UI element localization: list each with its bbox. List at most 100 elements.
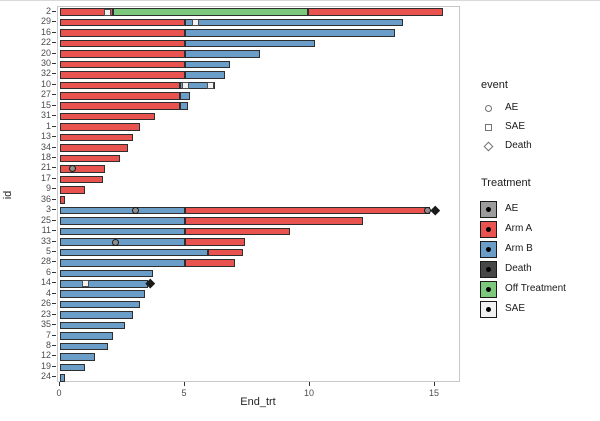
y-tick-mark: [52, 156, 56, 158]
y-tick-mark: [52, 198, 56, 200]
y-tick-mark: [52, 188, 56, 190]
bar-segment-arm-b: [60, 321, 125, 330]
y-tick-label: 26: [40, 298, 51, 309]
sae-marker-icon: [104, 8, 111, 16]
bar-segment-arm-a: [185, 217, 363, 225]
ae-marker-icon: [111, 238, 119, 246]
treatment-legend-label: Arm B: [505, 243, 533, 254]
bar-segment-arm-a: [60, 186, 85, 194]
y-tick-label: 34: [40, 141, 51, 152]
bar-segment-arm-a: [60, 102, 180, 110]
y-tick-mark: [52, 271, 56, 273]
bar-segment-arm-b: [185, 29, 395, 37]
y-tick-label: 24: [40, 371, 51, 382]
y-tick-label: 25: [40, 214, 51, 225]
bar-segment-arm-b: [60, 248, 208, 257]
y-tick-mark: [52, 313, 56, 315]
plot-panel: [57, 6, 460, 382]
bar-segment-arm-a: [60, 154, 120, 163]
sae-marker-icon: [181, 81, 189, 89]
bar-segment-arm-a: [185, 238, 245, 246]
y-tick-label: 6: [45, 266, 51, 277]
y-tick-mark: [52, 240, 56, 242]
y-tick-label: 16: [40, 26, 51, 37]
bar-segment-arm-b: [60, 363, 85, 372]
y-tick-label: 1: [45, 120, 51, 131]
y-tick-mark: [52, 303, 56, 305]
y-tick-label: 36: [40, 193, 51, 204]
y-tick-mark: [52, 83, 56, 85]
bar-segment-off-treatment: [112, 8, 308, 16]
legend-dot-icon: [486, 306, 491, 312]
y-tick-label: 5: [45, 245, 51, 256]
legend-dot-icon: [486, 246, 491, 252]
y-tick-mark: [52, 282, 56, 284]
treatment-legend-label: Arm A: [505, 223, 533, 234]
y-tick-mark: [52, 261, 56, 263]
bar-segment-arm-b: [185, 60, 230, 69]
bar-segment-arm-a: [60, 18, 185, 27]
bar-segment-arm-b: [185, 71, 225, 79]
x-tick-mark: [184, 382, 185, 386]
ae-marker-icon: [69, 165, 76, 173]
y-tick-label: 31: [40, 110, 51, 121]
treatment-legend-label: AE: [505, 203, 519, 214]
bar-segment-arm-a: [60, 81, 180, 90]
y-tick-mark: [52, 344, 56, 346]
y-tick-label: 29: [40, 16, 51, 27]
event-legend-title: event: [481, 79, 508, 91]
y-tick-label: 32: [40, 68, 51, 79]
bar-segment-arm-b: [60, 206, 185, 215]
bar-segment-arm-a: [60, 165, 105, 173]
y-tick-mark: [52, 10, 56, 12]
y-axis-title: id: [2, 190, 14, 200]
y-tick-label: 17: [40, 172, 51, 183]
bar-segment-arm-b: [60, 342, 108, 351]
y-tick-mark: [52, 125, 56, 127]
bar-segment-arm-b: [60, 311, 133, 319]
bar-segment-arm-a: [207, 248, 243, 257]
x-tick-label: 10: [303, 388, 314, 398]
bar-segment-arm-b: [180, 102, 188, 110]
y-tick-label: 10: [40, 78, 51, 89]
y-tick-label: 30: [40, 57, 51, 68]
bar-segment-arm-a: [60, 50, 185, 58]
y-tick-label: 8: [45, 339, 51, 350]
y-tick-label: 14: [40, 277, 51, 288]
bar-segment-arm-b: [60, 269, 153, 278]
treatment-legend-key: [480, 200, 497, 218]
bar-segment-arm-b: [60, 374, 65, 382]
bar-segment-arm-a: [60, 71, 185, 79]
y-tick-mark: [52, 355, 56, 357]
bar-segment-arm-b: [60, 217, 185, 225]
y-tick-label: 12: [40, 350, 51, 361]
y-tick-mark: [52, 73, 56, 75]
treatment-legend-title: Treatment: [481, 177, 531, 189]
y-tick-mark: [52, 104, 56, 106]
x-axis-title: End_trt: [240, 396, 276, 408]
legend-dot-icon: [486, 226, 491, 232]
bar-segment-arm-a: [60, 39, 185, 48]
bar-segment-arm-b: [60, 259, 185, 267]
y-tick-mark: [52, 62, 56, 64]
y-tick-mark: [52, 292, 56, 294]
x-tick-label: 15: [428, 388, 439, 398]
sae-marker-icon: [191, 19, 199, 27]
x-tick-mark: [59, 382, 60, 386]
treatment-legend-key: [480, 260, 497, 278]
y-tick-label: 27: [40, 89, 51, 100]
y-tick-mark: [52, 136, 56, 138]
legend-dot-icon: [486, 266, 491, 272]
bar-segment-arm-b: [180, 92, 190, 100]
bar-segment-arm-a: [60, 133, 133, 142]
bar-segment-arm-b: [60, 332, 113, 340]
bar-segment-arm-a: [60, 8, 113, 16]
bar-segment-arm-a: [307, 8, 443, 16]
y-tick-label: 3: [45, 204, 51, 215]
x-tick-label: 0: [56, 388, 62, 398]
y-tick-mark: [52, 230, 56, 232]
treatment-legend-label: SAE: [505, 303, 526, 314]
bar-segment-arm-a: [60, 144, 128, 152]
bar-segment-arm-a: [185, 206, 430, 215]
